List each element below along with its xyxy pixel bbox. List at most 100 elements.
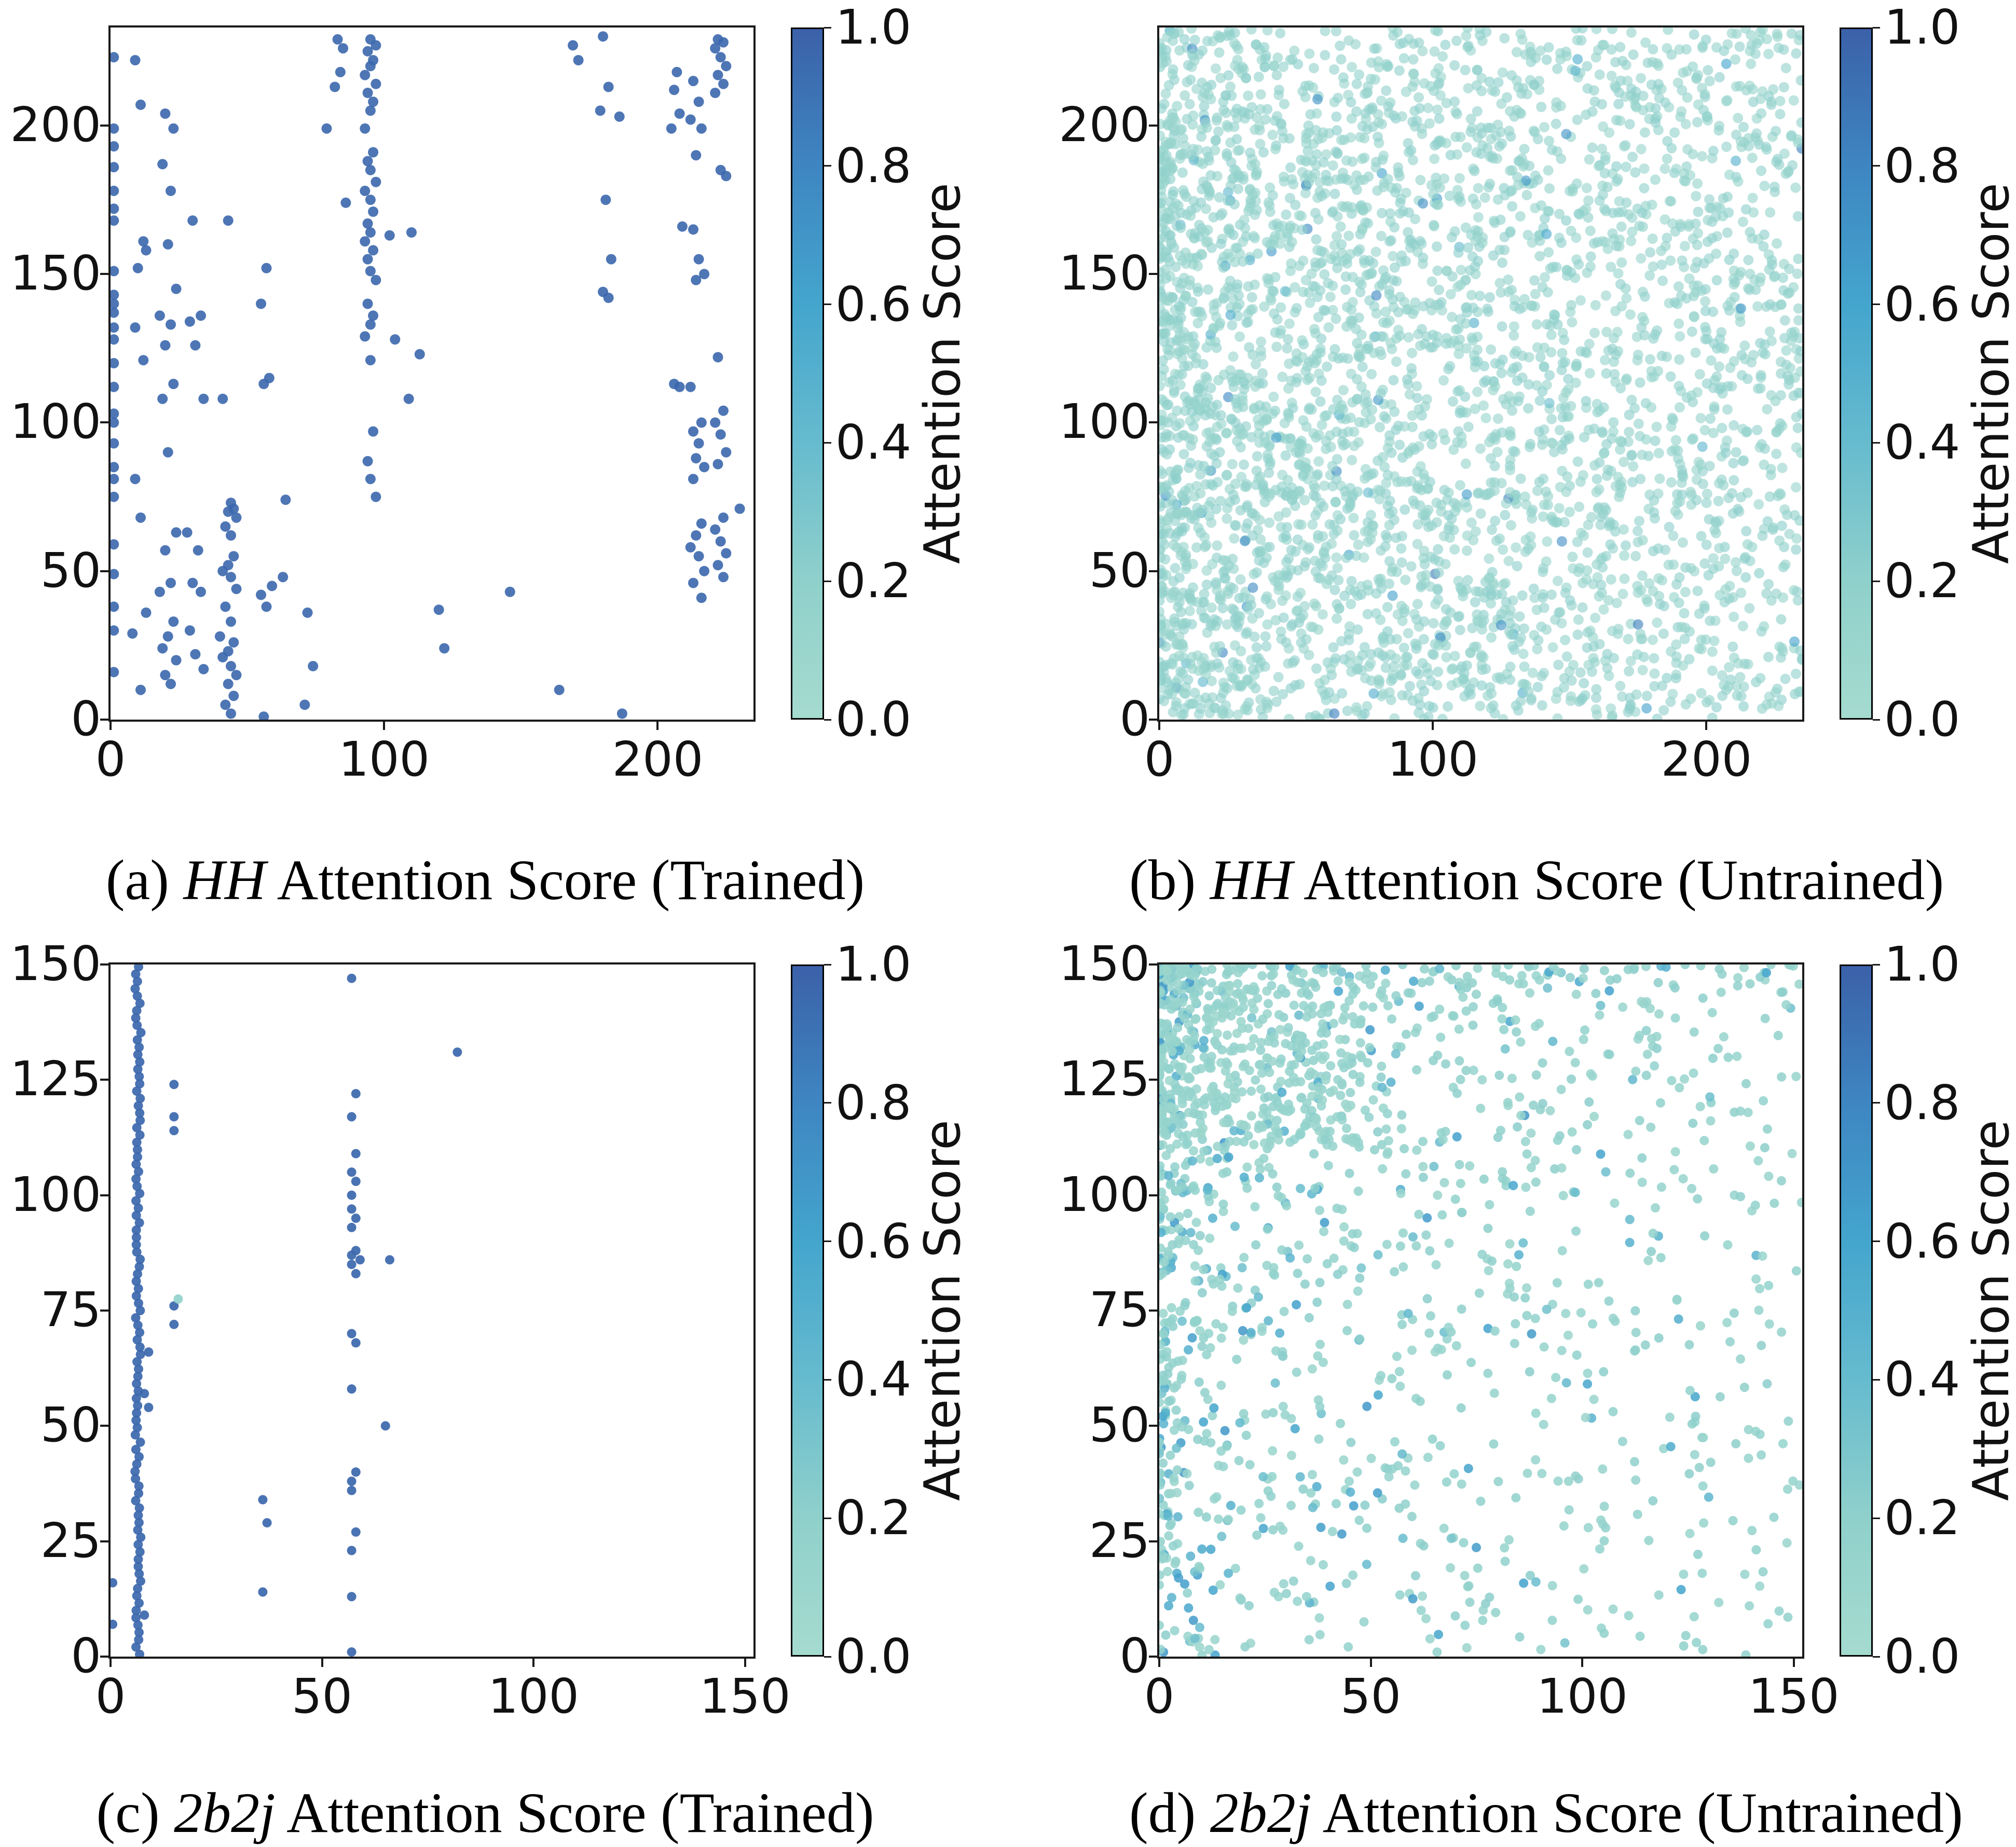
point bbox=[1343, 1642, 1353, 1652]
point bbox=[691, 530, 702, 541]
point bbox=[1268, 391, 1279, 402]
point bbox=[166, 577, 176, 588]
point bbox=[111, 381, 119, 392]
point bbox=[1604, 1296, 1614, 1306]
point bbox=[1353, 1187, 1363, 1196]
point bbox=[193, 545, 203, 556]
point bbox=[1382, 1239, 1392, 1249]
point bbox=[217, 652, 228, 663]
point bbox=[1729, 1308, 1739, 1318]
point bbox=[1456, 265, 1466, 275]
point bbox=[1418, 1173, 1428, 1182]
y-tick-mark bbox=[100, 421, 108, 424]
point bbox=[111, 358, 119, 368]
colorbar-tick-label: 0.6 bbox=[835, 276, 912, 332]
point bbox=[691, 274, 702, 285]
point bbox=[1596, 1149, 1606, 1159]
point bbox=[1756, 166, 1766, 176]
point bbox=[710, 524, 721, 535]
point bbox=[168, 123, 179, 134]
point bbox=[1619, 457, 1629, 467]
point bbox=[1630, 1457, 1639, 1467]
point bbox=[365, 195, 376, 205]
point bbox=[1538, 1099, 1547, 1109]
point bbox=[1527, 513, 1538, 524]
point bbox=[365, 474, 376, 485]
point bbox=[160, 108, 171, 119]
point bbox=[1403, 332, 1414, 343]
point bbox=[1410, 1028, 1420, 1037]
point bbox=[1425, 1634, 1435, 1644]
point bbox=[1499, 244, 1510, 255]
point bbox=[1646, 1122, 1656, 1132]
point bbox=[1626, 27, 1637, 38]
point bbox=[1361, 407, 1372, 418]
point bbox=[1412, 1145, 1422, 1155]
point bbox=[162, 239, 173, 250]
point bbox=[1332, 231, 1342, 242]
point bbox=[160, 545, 171, 556]
point bbox=[1357, 154, 1368, 164]
point bbox=[696, 123, 707, 134]
point bbox=[1159, 1580, 1164, 1590]
point bbox=[223, 679, 234, 690]
point bbox=[1546, 437, 1557, 448]
point bbox=[1159, 1537, 1165, 1547]
point bbox=[1507, 405, 1518, 416]
point bbox=[1242, 1162, 1252, 1172]
point bbox=[1205, 497, 1216, 507]
point bbox=[1256, 336, 1267, 347]
point bbox=[1356, 1263, 1366, 1273]
point bbox=[111, 438, 119, 449]
point bbox=[1793, 303, 1802, 314]
point bbox=[1693, 1194, 1703, 1204]
point bbox=[1514, 611, 1525, 622]
point bbox=[1521, 1283, 1531, 1293]
point bbox=[1477, 1075, 1487, 1085]
point bbox=[231, 512, 242, 523]
scatter-plot-b bbox=[1159, 27, 1802, 720]
point bbox=[1618, 524, 1629, 535]
point bbox=[171, 283, 182, 294]
point bbox=[1668, 530, 1679, 541]
point bbox=[666, 123, 677, 134]
point bbox=[280, 494, 291, 505]
point bbox=[1692, 586, 1703, 596]
point bbox=[734, 503, 745, 514]
point bbox=[1486, 632, 1497, 643]
point bbox=[1296, 1183, 1305, 1193]
point bbox=[1557, 465, 1568, 476]
point bbox=[1196, 131, 1207, 142]
point bbox=[1333, 976, 1343, 986]
point bbox=[1452, 1132, 1462, 1142]
point bbox=[162, 631, 173, 642]
point bbox=[1653, 448, 1664, 459]
point bbox=[1267, 130, 1278, 140]
point bbox=[1677, 537, 1688, 548]
point bbox=[1376, 1072, 1386, 1082]
point bbox=[1624, 119, 1635, 130]
point bbox=[1397, 964, 1407, 970]
point bbox=[1484, 553, 1494, 564]
point bbox=[1220, 107, 1231, 118]
point bbox=[1382, 602, 1393, 613]
point bbox=[603, 81, 614, 92]
point bbox=[1736, 1354, 1745, 1364]
point bbox=[1700, 322, 1710, 333]
point bbox=[1526, 1128, 1536, 1138]
point bbox=[1676, 1584, 1686, 1594]
point bbox=[1604, 986, 1614, 996]
colorbar-tick-mark bbox=[824, 442, 831, 444]
point bbox=[1446, 1534, 1456, 1543]
point bbox=[1732, 1052, 1742, 1062]
x-tick-mark bbox=[109, 722, 112, 730]
point bbox=[696, 518, 707, 529]
point bbox=[1744, 1453, 1753, 1463]
point bbox=[1774, 1606, 1784, 1616]
point bbox=[715, 429, 726, 440]
point bbox=[1264, 517, 1275, 528]
point bbox=[1401, 1169, 1411, 1179]
point bbox=[1457, 1304, 1466, 1314]
point bbox=[1418, 1591, 1427, 1601]
point bbox=[403, 393, 414, 404]
